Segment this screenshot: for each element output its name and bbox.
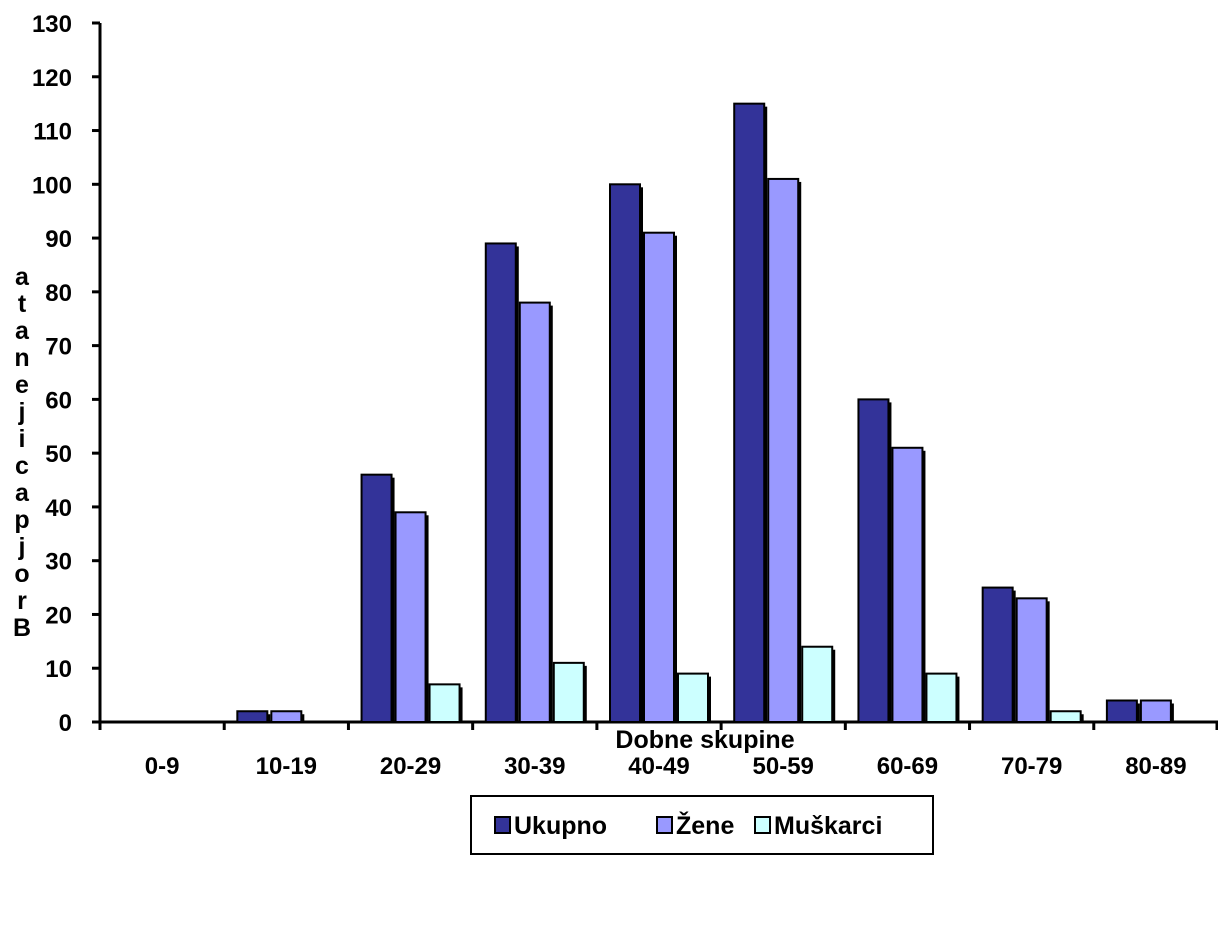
bar-žene [891, 446, 924, 723]
y-axis-title-char: r [17, 587, 27, 615]
y-tick-label: 40 [45, 495, 72, 522]
x-tick-label: 70-79 [1001, 753, 1062, 780]
x-tick-label: 10-19 [256, 753, 317, 780]
y-tick-label: 100 [32, 172, 72, 199]
y-tick-label: 20 [45, 602, 72, 629]
y-axis-title-char: p [14, 506, 29, 534]
legend-swatch [754, 816, 771, 834]
bar-ukupno [484, 242, 517, 723]
legend-label: Žene [676, 810, 734, 840]
bar-žene [767, 177, 800, 723]
y-axis-title-char: c [15, 452, 29, 480]
bar-žene [1139, 699, 1172, 724]
bar-ukupno [981, 586, 1014, 723]
legend: Ukupno Žene Muškarci [470, 795, 934, 855]
legend-box [470, 795, 934, 855]
y-tick-label: 0 [59, 710, 72, 737]
y-tick-label: 10 [45, 656, 72, 683]
x-tick-label: 0-9 [145, 753, 180, 780]
bar-žene [518, 301, 551, 723]
y-axis-title-char: n [14, 344, 29, 372]
legend-swatch [494, 816, 511, 834]
bar-ukupno [360, 473, 393, 723]
x-tick-label: 40-49 [628, 753, 689, 780]
bar-ukupno [733, 102, 766, 723]
y-axis-title-char: a [15, 317, 30, 345]
y-tick-label: 30 [45, 549, 72, 576]
y-axis: 0 10 20 30 40 50 60 70 80 90 100 110 120 130 [32, 11, 102, 737]
y-axis-title-char: t [18, 290, 27, 318]
y-axis-title-char: j [18, 533, 26, 561]
bars [236, 102, 1174, 724]
x-axis-title: Dobne skupine [615, 726, 794, 754]
legend-label: Muškarci [774, 812, 882, 840]
bar-ukupno [236, 710, 269, 724]
x-tick-label: 20-29 [380, 753, 441, 780]
y-tick-label: 60 [45, 387, 72, 414]
y-axis-title-char: B [13, 614, 31, 642]
y-tick-label: 80 [45, 280, 72, 307]
bar-muškarci [801, 645, 834, 724]
bar-muškarci [428, 683, 461, 723]
bar-muškarci [552, 661, 585, 723]
bar-žene [270, 710, 303, 724]
y-tick-label: 50 [45, 441, 72, 468]
bar-ukupno [1105, 699, 1138, 724]
x-tick-label: 60-69 [877, 753, 938, 780]
legend-label: Ukupno [514, 812, 607, 840]
x-axis: 0-9 10-19 20-29 30-39 40-49 50-59 60-69 70-79 80… [98, 720, 1218, 780]
bar-ukupno [609, 183, 641, 724]
x-tick-label: 80-89 [1125, 753, 1186, 780]
y-axis-title-char: a [15, 479, 30, 507]
y-axis-title-char: e [15, 371, 29, 399]
y-axis-title-char: i [19, 425, 26, 453]
y-tick-label: 90 [45, 226, 72, 253]
x-tick-label: 50-59 [753, 753, 814, 780]
y-axis-title-char: a [15, 263, 30, 291]
y-tick-label: 110 [33, 119, 72, 146]
bar-muškarci [1049, 710, 1082, 724]
bar-žene [643, 231, 675, 723]
y-axis-title-char: o [14, 560, 29, 588]
y-axis-title-char: j [18, 398, 26, 426]
x-tick-label: 30-39 [504, 753, 565, 780]
bar-žene [1015, 597, 1048, 723]
legend-swatch [656, 816, 673, 834]
bar-žene [394, 511, 427, 723]
bar-ukupno [857, 398, 890, 723]
y-tick-label: 120 [32, 65, 72, 92]
y-tick-label: 70 [45, 334, 72, 361]
y-tick-label: 130 [32, 11, 72, 38]
bar-muškarci [677, 672, 709, 723]
bar-muškarci [925, 672, 958, 723]
